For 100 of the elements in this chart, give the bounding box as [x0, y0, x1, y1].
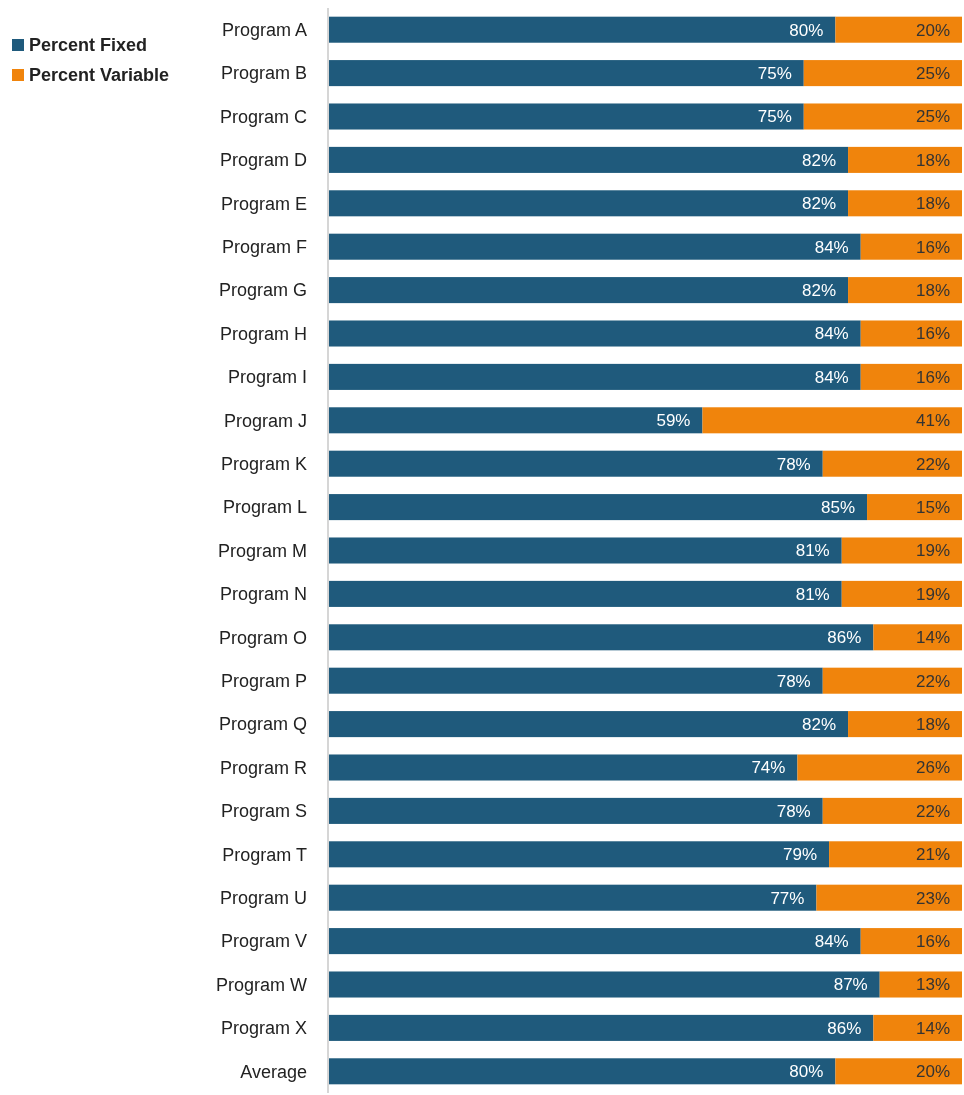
data-label: 82% — [802, 194, 837, 214]
bar — [329, 1014, 874, 1041]
bar — [860, 928, 962, 955]
bar — [873, 1014, 962, 1041]
bar — [329, 277, 849, 304]
y-tick-label: Program B — [220, 63, 307, 84]
data-label: 74% — [751, 758, 786, 778]
bar — [329, 928, 861, 955]
data-label: 13% — [915, 975, 950, 995]
bar — [803, 60, 962, 87]
y-tick-label: Average — [240, 1061, 307, 1082]
bar — [329, 624, 874, 651]
data-label: 41% — [915, 411, 950, 431]
bar — [329, 146, 849, 173]
bar — [329, 754, 798, 781]
data-label: 14% — [915, 1018, 950, 1038]
bar — [860, 233, 962, 260]
y-tick-label: Program V — [220, 931, 307, 952]
bar — [835, 1058, 962, 1085]
y-tick-label: Program X — [220, 1018, 307, 1039]
bar — [329, 841, 830, 868]
y-tick-label: Program K — [220, 454, 307, 474]
data-label: 14% — [915, 628, 950, 648]
data-label: 84% — [814, 367, 849, 387]
y-tick-label: Program N — [219, 584, 307, 605]
y-tick-label: Program P — [220, 671, 307, 691]
bar — [848, 277, 962, 304]
bar — [329, 537, 842, 564]
bar — [860, 363, 962, 390]
bar — [829, 841, 962, 868]
bar — [797, 754, 962, 781]
data-label: 86% — [827, 628, 862, 648]
data-label: 82% — [802, 715, 837, 735]
y-tick-label: Program F — [221, 237, 307, 257]
data-label: 26% — [915, 758, 950, 778]
bar — [879, 971, 962, 998]
data-label: 87% — [833, 975, 868, 995]
y-tick-label: Program G — [218, 280, 307, 301]
bar — [329, 190, 849, 217]
data-label: 79% — [783, 845, 818, 865]
data-label: 18% — [915, 150, 950, 170]
data-label: 78% — [776, 671, 811, 691]
data-label: 18% — [915, 715, 950, 735]
y-tick-label: Program O — [218, 627, 307, 648]
data-label: 20% — [915, 20, 950, 40]
data-label: 77% — [770, 888, 805, 908]
data-label: 16% — [915, 932, 950, 952]
data-label: 25% — [915, 107, 950, 127]
data-label: 19% — [915, 584, 950, 604]
data-label: 22% — [915, 454, 950, 474]
y-tick-label: Program U — [219, 888, 307, 908]
bar — [841, 537, 962, 564]
data-label: 21% — [915, 845, 950, 865]
y-tick-label: Program J — [223, 410, 307, 431]
bar — [702, 407, 962, 434]
bar — [329, 971, 880, 998]
data-label: 75% — [757, 107, 792, 127]
bar — [848, 146, 962, 173]
bar — [803, 103, 962, 130]
bar — [329, 320, 861, 347]
bar — [835, 16, 962, 43]
y-tick-label: Program W — [215, 974, 308, 995]
y-tick-label: Program L — [222, 497, 307, 518]
data-label: 23% — [915, 888, 950, 908]
bar — [329, 711, 849, 738]
y-tick-label: Program S — [220, 801, 307, 822]
data-label: 82% — [802, 150, 837, 170]
data-label: 78% — [776, 454, 811, 474]
bar — [329, 363, 861, 390]
y-tick-label: Program E — [220, 193, 307, 214]
data-label: 78% — [776, 801, 811, 821]
data-label: 18% — [915, 281, 950, 301]
bar — [329, 580, 842, 607]
y-tick-label: Program I — [227, 367, 307, 388]
bar — [822, 797, 962, 824]
bar — [329, 797, 823, 824]
bar — [329, 1058, 836, 1085]
data-label: 16% — [915, 237, 950, 257]
data-label: 22% — [915, 671, 950, 691]
bar — [329, 60, 804, 87]
data-label: 16% — [915, 367, 950, 387]
legend-label: Percent Variable — [29, 65, 170, 86]
bar — [841, 580, 962, 607]
data-label: 19% — [915, 541, 950, 561]
data-label: 84% — [814, 324, 849, 344]
bar — [329, 103, 804, 130]
data-label: 84% — [814, 932, 849, 952]
legend-label: Percent Fixed — [29, 35, 148, 56]
data-label: 80% — [789, 1062, 824, 1082]
bar — [329, 407, 703, 434]
data-label: 81% — [795, 584, 830, 604]
y-tick-label: Program D — [219, 150, 307, 171]
bar — [329, 16, 836, 43]
y-tick-label: Program R — [219, 757, 307, 778]
bar — [822, 450, 962, 477]
bar — [329, 233, 861, 260]
bar — [329, 884, 817, 911]
data-label: 81% — [795, 541, 830, 561]
data-label: 80% — [789, 20, 824, 40]
data-label: 59% — [656, 411, 691, 431]
